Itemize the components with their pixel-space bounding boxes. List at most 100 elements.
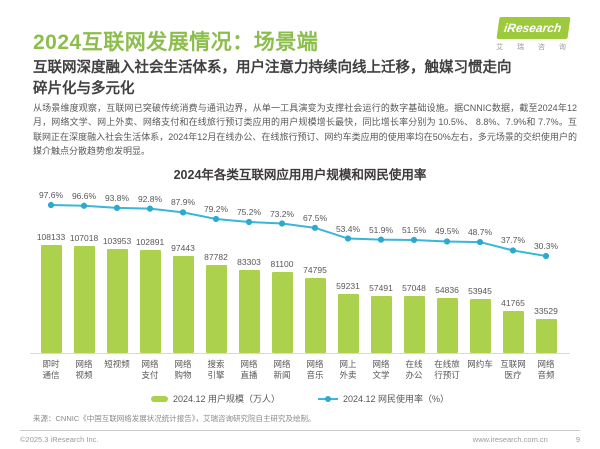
line-point	[311, 224, 319, 231]
category-label: 网络 音乐	[306, 359, 324, 380]
iresearch-logo: iResearch 艾 瑞 咨 询	[496, 17, 572, 52]
bar-value-label: 59231	[336, 280, 360, 291]
bar-value-label: 102891	[135, 237, 165, 248]
usage-rate-label: 87.9%	[170, 197, 196, 208]
usage-rate-label: 51.9%	[368, 224, 394, 235]
bar	[73, 245, 95, 353]
bar	[106, 249, 128, 353]
line-point	[245, 218, 253, 226]
bar-value-label: 33529	[534, 306, 558, 317]
line-point	[443, 238, 451, 245]
x-axis-line	[30, 353, 570, 354]
usage-rate-label: 75.2%	[236, 206, 262, 217]
bar	[238, 269, 260, 353]
bar	[271, 271, 293, 353]
line-point	[47, 201, 55, 209]
legend-item-bar: 2024.12 用户规模（万人）	[150, 392, 280, 405]
category-label: 即时 通信	[42, 359, 60, 380]
category-label: 短视频	[104, 359, 130, 369]
category-label: 网络 新闻	[273, 359, 291, 380]
slide-subtitle: 互联网深度融入社会生活体系，用户注意力持续向线上迁移，触媒习惯走向碎片化与多元化	[33, 60, 512, 97]
usage-rate-line	[47, 201, 550, 260]
bar	[535, 319, 557, 353]
category-label: 网络 直播	[240, 359, 258, 380]
usage-rate-label: 93.8%	[104, 192, 130, 203]
line-point	[476, 238, 484, 246]
footer-divider	[20, 430, 580, 431]
bar-value-label: 57048	[402, 282, 426, 293]
category-label: 互联网 医疗	[500, 359, 526, 380]
usage-rate-label: 48.7%	[467, 227, 493, 238]
bar-value-label: 83303	[237, 256, 261, 267]
footer-row: ©2025.3 iResearch Inc. www.iresearch.com…	[20, 435, 580, 444]
legend-line-label: 2024.12 网民使用率（%）	[343, 394, 450, 404]
bar	[172, 255, 194, 353]
bar-value-label: 57491	[369, 282, 393, 293]
bar-value-label: 108133	[36, 231, 66, 242]
bar	[370, 295, 392, 353]
bar-value-label: 107018	[69, 232, 99, 243]
usage-rate-label: 92.8%	[137, 193, 163, 204]
line-point	[344, 235, 352, 242]
usage-rate-label: 37.7%	[500, 235, 526, 246]
bar	[403, 295, 425, 353]
category-label: 网络 视频	[75, 359, 93, 380]
copyright-text: ©2025.3 iResearch Inc.	[20, 435, 99, 444]
usage-rate-label: 30.3%	[533, 241, 559, 252]
category-label: 网上 外卖	[339, 359, 357, 380]
bar-swatch-icon	[150, 395, 168, 402]
line-point	[113, 204, 121, 211]
usage-rate-label: 53.4%	[335, 223, 361, 234]
usage-rate-label: 51.5%	[401, 224, 427, 235]
page-title: 2024互联网发展情况：场景端	[33, 31, 319, 54]
chart-canvas: 108133 97.6% 即时 通信 107018 96.6% 网络 视频 103953 93.8…	[0, 186, 600, 392]
line-point	[410, 236, 418, 244]
bar-value-label: 103953	[102, 236, 132, 247]
bar	[502, 311, 524, 353]
category-label: 网络 文学	[372, 359, 390, 380]
line-point	[179, 209, 187, 216]
bar	[139, 250, 161, 353]
bar-value-label: 74795	[303, 265, 327, 276]
usage-rate-label: 73.2%	[269, 208, 295, 219]
bar	[205, 265, 227, 353]
body-paragraph: 从场景维度观察，互联网已突破传统消费与通讯边界，从单一工具演变为支撑社会运行的数…	[33, 103, 577, 157]
chart-title: 2024年各类互联网应用用户规模和网民使用率	[173, 168, 427, 182]
bar	[304, 278, 326, 353]
chart-legend: 2024.12 用户规模（万人） 2024.12 网民使用率（%）	[0, 392, 600, 405]
bar-value-label: 97443	[171, 242, 195, 253]
line-point	[509, 247, 517, 254]
iresearch-logo-icon: iResearch	[496, 17, 572, 39]
category-label: 网约车	[467, 359, 493, 369]
category-label: 网络 购物	[174, 359, 192, 380]
category-label: 在线 办公	[405, 359, 423, 380]
bar	[436, 298, 458, 353]
source-note: 来源：CNNIC《中国互联网络发展状况统计报告》，艾瑞咨询研究院自主研究及绘制。	[33, 414, 316, 423]
iresearch-logo-chinese: 艾 瑞 咨 询	[496, 44, 572, 51]
usage-rate-label: 96.6%	[71, 190, 97, 201]
bar	[469, 299, 491, 353]
bar-value-label: 41765	[501, 298, 525, 309]
line-point	[212, 215, 220, 223]
page-number: 9	[575, 435, 580, 444]
website-url: www.iresearch.com.cn	[472, 435, 548, 444]
bar	[40, 244, 62, 353]
line-swatch-icon	[318, 395, 338, 402]
bar-value-label: 53945	[468, 286, 492, 297]
legend-item-line: 2024.12 网民使用率（%）	[318, 392, 449, 405]
category-label: 搜索 引擎	[207, 359, 225, 380]
line-point	[278, 220, 286, 227]
bar-value-label: 81100	[270, 258, 294, 269]
usage-rate-label: 67.5%	[302, 212, 328, 223]
line-point	[146, 205, 154, 212]
category-label: 网络 支付	[141, 359, 159, 380]
bar-value-label: 87782	[204, 252, 228, 263]
line-point	[80, 202, 88, 209]
bar-value-label: 54836	[435, 285, 459, 296]
bar	[337, 293, 359, 353]
legend-bar-label: 2024.12 用户规模（万人）	[172, 394, 280, 404]
usage-rate-label: 97.6%	[38, 190, 64, 201]
line-point	[542, 252, 550, 260]
category-label: 在线旅 行预订	[434, 359, 460, 380]
